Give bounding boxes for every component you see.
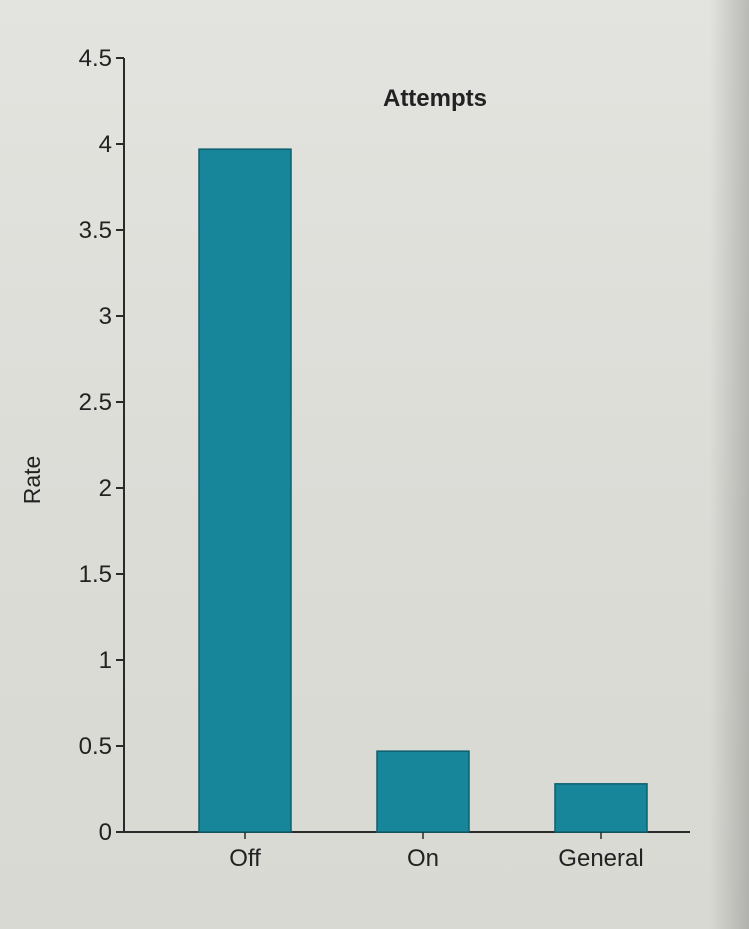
x-tick-label: General [558,845,643,872]
y-tick-label: 1.5 [79,561,112,588]
page-edge-shadow [709,0,749,929]
y-tick-label: 3 [99,303,112,330]
y-tick-label: 1 [99,647,112,674]
y-tick-label: 2 [99,475,112,502]
chart-title: Attempts [383,85,487,112]
x-tick-label: Off [229,845,261,872]
y-tick-label: 0.5 [79,733,112,760]
y-tick-label: 3.5 [79,217,112,244]
y-tick-label: 0 [99,819,112,846]
y-axis-label: Rate [19,456,45,505]
x-tick-label: On [407,845,439,872]
y-tick-label: 4 [99,131,112,158]
y-tick-label: 4.5 [79,45,112,72]
chart-bars [198,148,648,833]
bar-general [554,783,648,833]
bar-on [376,750,470,833]
x-tick-labels: Off On General [229,832,644,872]
y-ticks: 0 0.5 1 1.5 2 2.5 3 3.5 4 4.5 [79,45,124,846]
y-tick-label: 2.5 [79,389,112,416]
bar-off [198,148,292,833]
